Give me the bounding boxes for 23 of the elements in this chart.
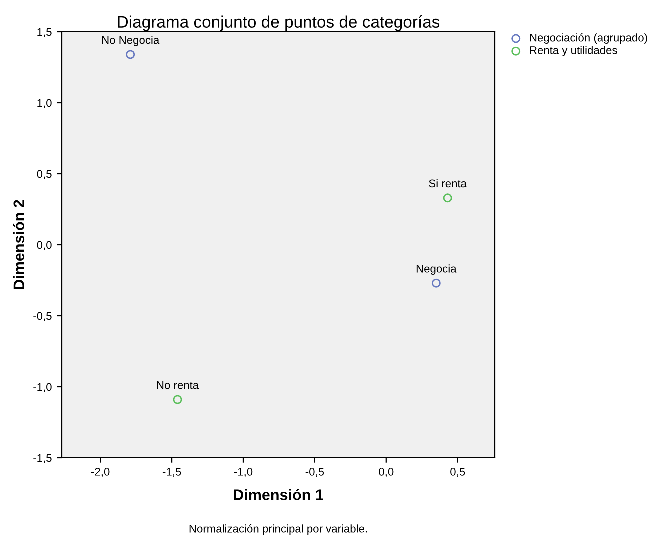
x-tick-label: -0,5 xyxy=(306,468,324,478)
annotation: No Negocia xyxy=(102,36,160,46)
x-tick-label: -2,0 xyxy=(92,468,110,478)
y-tick-label: -1,0 xyxy=(34,383,52,392)
legend-label: Negociación (agrupado) xyxy=(530,33,648,44)
x-tick-label: -1,5 xyxy=(162,468,182,478)
y-axis-title: Dimensión 2 xyxy=(13,200,25,290)
x-axis-title: Dimensión 1 xyxy=(234,489,324,500)
y-tick-label: -0,5 xyxy=(34,312,52,322)
annotation: Si renta xyxy=(429,179,467,188)
y-tick-label: 1,0 xyxy=(38,99,52,108)
x-tick-label: 0,5 xyxy=(450,468,466,478)
legend-label: Renta y utilidades xyxy=(530,46,618,57)
text: Normalización principal por variable. xyxy=(190,524,368,535)
chart-title: Diagrama conjunto de puntos de categorías xyxy=(118,16,440,32)
y-tick-label: 1,5 xyxy=(38,28,52,38)
y-tick-label: 0,5 xyxy=(37,170,52,180)
x-tick-label: 0,0 xyxy=(379,468,394,478)
annotation: Negocia xyxy=(416,264,457,276)
y-tick-label: 0,0 xyxy=(37,241,52,250)
y-tick-label: -1,5 xyxy=(34,454,52,464)
x-tick-label: -1,0 xyxy=(234,468,253,478)
annotation: No renta xyxy=(157,381,200,390)
